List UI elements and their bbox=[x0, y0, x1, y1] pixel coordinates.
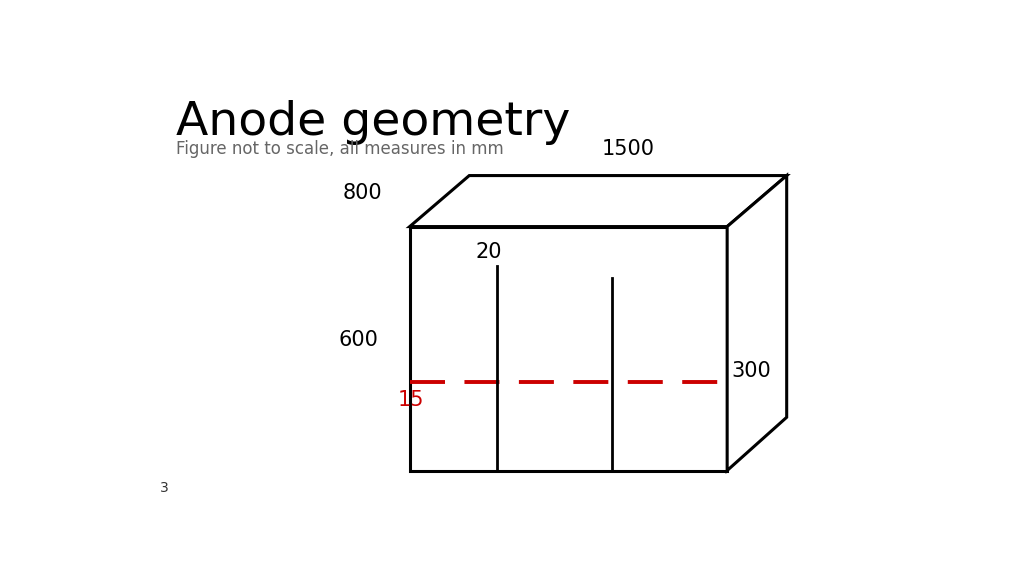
Text: 15: 15 bbox=[397, 389, 424, 410]
Text: Figure not to scale, all measures in mm: Figure not to scale, all measures in mm bbox=[176, 140, 504, 158]
Polygon shape bbox=[727, 176, 786, 471]
Text: 3: 3 bbox=[160, 481, 169, 495]
Polygon shape bbox=[410, 226, 727, 471]
Text: Anode geometry: Anode geometry bbox=[176, 100, 570, 145]
Text: 800: 800 bbox=[342, 183, 382, 203]
Text: 1500: 1500 bbox=[601, 139, 654, 159]
Text: 600: 600 bbox=[338, 329, 378, 350]
Text: 20: 20 bbox=[476, 242, 503, 262]
Text: 300: 300 bbox=[731, 361, 771, 381]
Polygon shape bbox=[410, 176, 786, 226]
